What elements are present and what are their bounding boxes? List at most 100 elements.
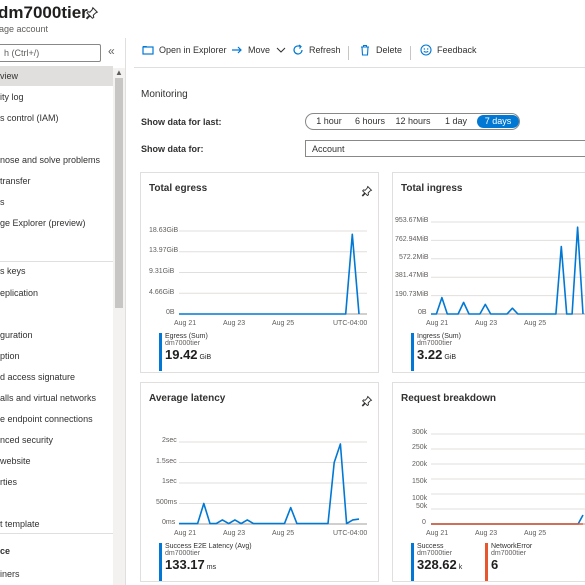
range-6-hours[interactable]: 6 hours [354, 116, 386, 126]
legend-color-bar [411, 543, 414, 581]
toolbar-separator [134, 67, 585, 68]
nav-item-configuration[interactable]: guration [0, 330, 33, 340]
nav-item-data-transfer[interactable]: transfer [0, 176, 31, 186]
refresh-icon [293, 44, 303, 55]
x-tick-label: Aug 21 [426, 530, 449, 537]
x-tick-label: Aug 21 [426, 320, 449, 327]
nav-item-advanced-security[interactable]: nced security [0, 435, 54, 445]
egress-line-chart [179, 230, 367, 315]
scroll-up-icon[interactable]: ▲ [115, 68, 123, 77]
nav-item-overview[interactable]: view [0, 66, 113, 86]
y-tick-label: 572.2MiB [399, 254, 429, 261]
pin-icon[interactable] [361, 395, 373, 407]
legend-resource: dm7000tier [417, 550, 453, 557]
nav-item-activity-log[interactable]: ity log [0, 92, 24, 102]
arrow-right-icon [232, 46, 242, 54]
nav-item-storage-explorer[interactable]: ge Explorer (preview) [0, 218, 86, 228]
x-tick-label: Aug 21 [174, 530, 197, 537]
nav-item-access-control[interactable]: s control (IAM) [0, 113, 59, 123]
show-for-label: Show data for: [141, 144, 204, 154]
series-line-ingress-sum- [431, 226, 584, 315]
latency-line-chart [179, 441, 367, 525]
x-tick-label: Aug 23 [475, 320, 498, 327]
chevron-down-icon [276, 47, 286, 53]
nav-item-export-template[interactable]: t template [0, 519, 40, 529]
request-breakdown-card[interactable]: Request breakdown 300k 250k 200k 150k 10… [392, 382, 585, 582]
legend-value: 6 [491, 557, 499, 572]
card-title: Total egress [149, 183, 208, 194]
requests-line-chart [431, 433, 585, 525]
toolbar-divider [410, 46, 411, 60]
legend-metric: Ingress (Sum) [417, 333, 461, 340]
show-for-dropdown[interactable]: Account [305, 140, 585, 157]
nav-divider [0, 261, 113, 262]
x-tick-label: Aug 25 [272, 320, 295, 327]
legend-value: 3.22 GiB [417, 347, 456, 362]
chart-legend: Egress (Sum) dm7000tier 19.42 GiB [159, 333, 212, 371]
nav-item-encryption[interactable]: ption [0, 351, 20, 361]
y-tick-label: 2sec [162, 437, 177, 444]
series-line-success-e2e-latency-avg- [179, 443, 360, 525]
legend-color-bar [411, 333, 414, 371]
y-tick-label: 200k [412, 461, 428, 468]
average-latency-card[interactable]: Average latency 2sec 1.5sec 1sec 500ms 0… [140, 382, 379, 582]
y-tick-label: 150k [412, 478, 428, 485]
scrollbar-thumb[interactable] [115, 78, 123, 308]
y-tick-label: 381.47MiB [395, 272, 429, 279]
x-tick-label: Aug 21 [174, 320, 197, 327]
y-tick-label: 250k [412, 444, 428, 451]
pin-icon[interactable] [361, 185, 373, 197]
nav-item-properties[interactable]: rties [0, 477, 18, 487]
collapse-nav-icon[interactable]: « [108, 44, 115, 58]
legend-metric: Success E2E Latency (Avg) [165, 543, 252, 550]
y-tick-label: 0B [418, 309, 427, 316]
resource-header: dm7000tier rage account [0, 0, 585, 38]
x-tick-label: Aug 25 [272, 530, 295, 537]
nav-scrollbar[interactable]: ▲ [113, 68, 125, 585]
y-tick-label: 13.97GiB [149, 247, 179, 254]
open-in-explorer-button[interactable]: Open in Explorer [142, 44, 227, 56]
nav-item-static-website[interactable]: website [0, 456, 31, 466]
legend-value: 19.42 GiB [165, 347, 212, 362]
nav-item-containers[interactable]: iners [0, 569, 20, 579]
y-tick-label: 18.63GiB [149, 227, 179, 234]
delete-button[interactable]: Delete [359, 44, 402, 56]
chart-legend: Ingress (Sum) dm7000tier 3.22 GiB [411, 333, 461, 371]
nav-item-diagnose[interactable]: nose and solve problems [0, 155, 101, 165]
nav-item-firewalls[interactable]: alls and virtual networks [0, 393, 97, 403]
x-tick-label: Aug 23 [223, 530, 246, 537]
legend-value: 133.17 ms [165, 557, 217, 572]
feedback-button[interactable]: Feedback [420, 44, 477, 56]
card-title: Average latency [149, 393, 226, 404]
series-line-success [431, 514, 584, 525]
x-tick-label: UTC-04:00 [333, 320, 368, 327]
y-tick-label: 100k [412, 495, 428, 502]
explorer-icon [142, 46, 154, 55]
range-7-days[interactable]: 7 days [477, 115, 519, 128]
y-tick-label: 190.73MiB [395, 291, 429, 298]
range-1-hour[interactable]: 1 hour [316, 116, 342, 126]
nav-item-private-endpoints[interactable]: e endpoint connections [0, 414, 93, 424]
y-tick-label: 50k [416, 503, 428, 510]
y-tick-label: 4.66GiB [149, 289, 175, 296]
nav-item-events[interactable]: s [0, 197, 5, 207]
ingress-line-chart [431, 221, 585, 315]
total-egress-card[interactable]: Total egress 18.63GiB 13.97GiB 9.31GiB 4… [140, 172, 379, 373]
nav-search-input[interactable]: h (Ctrl+/) [0, 44, 101, 62]
legend-color-bar [159, 543, 162, 581]
refresh-button[interactable]: Refresh [292, 44, 341, 56]
move-button[interactable]: Move [231, 44, 287, 56]
smiley-icon [420, 44, 432, 56]
nav-item-sas[interactable]: d access signature [0, 372, 76, 382]
y-tick-label: 0 [422, 519, 426, 526]
y-tick-label: 1.5sec [156, 458, 177, 465]
series-line-egress-sum- [179, 233, 360, 315]
range-12-hours[interactable]: 12 hours [395, 116, 431, 126]
trash-icon [361, 44, 369, 56]
total-ingress-card[interactable]: Total ingress 953.67MiB 762.94MiB 572.2M… [392, 172, 585, 373]
nav-item-access-keys[interactable]: s keys [0, 266, 26, 276]
range-1-day[interactable]: 1 day [444, 116, 468, 126]
nav-item-geo-replication[interactable]: eplication [0, 288, 39, 298]
command-bar: Open in Explorer Move Refresh Delete Fee… [134, 40, 585, 64]
pin-icon[interactable] [85, 6, 99, 20]
